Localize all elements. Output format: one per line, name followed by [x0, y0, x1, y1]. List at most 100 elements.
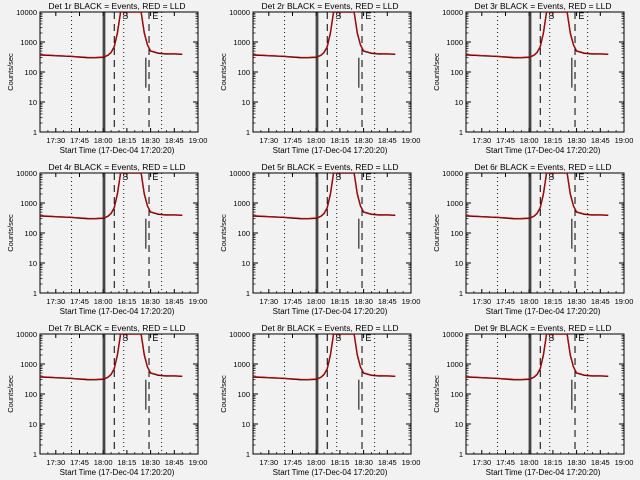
x-tick-label: 18:30 [567, 297, 586, 306]
events-series-line [253, 12, 396, 59]
x-axis-label: Start Time (17-Dec-04 17:20:20) [486, 307, 601, 316]
events-series-line [253, 173, 396, 220]
x-tick-label: 18:45 [378, 136, 397, 145]
detector-panel: Det 7r BLACK = Events, RED = LLD 1 10 100 10… [6, 323, 207, 477]
y-tick-label: 1000 [20, 38, 37, 47]
x-tick-label: 17:45 [283, 136, 302, 145]
y-tick-label: 100 [450, 390, 463, 399]
x-tick-label: 18:15 [118, 136, 137, 145]
x-tick-label: 18:00 [520, 458, 539, 467]
marker-label: S [122, 333, 128, 343]
y-tick-label: 1000 [20, 199, 37, 208]
marker-label: S [122, 11, 128, 21]
plot-frame [465, 11, 625, 133]
x-tick-label: 18:15 [544, 136, 563, 145]
lld-series-line [253, 173, 396, 220]
x-tick-label: 17:30 [259, 136, 278, 145]
x-tick-label: 18:45 [591, 136, 610, 145]
plot-area [466, 173, 609, 293]
marker-label: E [365, 172, 371, 182]
y-tick-label: 100 [24, 390, 37, 399]
x-tick-label: 18:30 [354, 136, 373, 145]
x-tick-label: 18:00 [307, 136, 326, 145]
y-tick-label: 1000 [233, 199, 250, 208]
y-tick-label: 1 [33, 450, 37, 459]
events-series-line [40, 12, 183, 59]
x-tick-label: 18:30 [141, 458, 160, 467]
y-tick-label: 10000 [442, 169, 463, 178]
y-tick-label: 1 [459, 450, 463, 459]
x-tick-label: 17:45 [70, 297, 89, 306]
x-tick-label: 18:30 [567, 136, 586, 145]
plot-area [466, 12, 609, 132]
y-tick-label: 1000 [446, 38, 463, 47]
x-tick-label: 18:00 [94, 458, 113, 467]
panel-title: Det 5r BLACK = Events, RED = LLD [261, 162, 398, 172]
plot-frame [252, 172, 412, 294]
x-tick-label: 19:00 [615, 458, 634, 467]
plot-frame [39, 11, 199, 133]
panel-title: Det 4r BLACK = Events, RED = LLD [48, 162, 185, 172]
y-tick-label: 10000 [229, 169, 250, 178]
marker-label: E [578, 172, 584, 182]
plot-frame [39, 333, 199, 455]
x-tick-label: 17:45 [496, 136, 515, 145]
marker-label: E [578, 11, 584, 21]
x-tick-label: 19:00 [189, 458, 208, 467]
x-tick-label: 17:30 [472, 136, 491, 145]
marker-label: E [152, 172, 158, 182]
x-tick-label: 17:30 [46, 136, 65, 145]
lld-series-line [40, 334, 183, 381]
events-series-line [466, 12, 609, 59]
marker-label: S [335, 11, 341, 21]
y-tick-label: 1 [246, 128, 250, 137]
lld-series-line [466, 173, 609, 220]
x-tick-label: 18:45 [378, 458, 397, 467]
marker-label: S [548, 172, 554, 182]
y-tick-label: 1000 [233, 38, 250, 47]
y-tick-label: 1000 [20, 360, 37, 369]
y-tick-label: 100 [237, 229, 250, 238]
marker-label: E [152, 333, 158, 343]
y-tick-label: 100 [237, 68, 250, 77]
x-tick-label: 18:00 [94, 136, 113, 145]
y-axis-label: Counts/sec [6, 53, 15, 91]
detector-panel: Det 8r BLACK = Events, RED = LLD 1 10 100 10… [219, 323, 420, 477]
y-tick-label: 10000 [16, 8, 37, 17]
detector-panel: Det 3r BLACK = Events, RED = LLD 1 10 100 10… [432, 1, 633, 155]
y-tick-label: 100 [450, 68, 463, 77]
y-tick-label: 10000 [442, 8, 463, 17]
plot-area [40, 334, 183, 454]
x-axis-label: Start Time (17-Dec-04 17:20:20) [486, 468, 601, 477]
x-tick-label: 17:30 [46, 297, 65, 306]
y-tick-label: 1 [459, 289, 463, 298]
events-series-line [466, 173, 609, 220]
x-tick-label: 18:15 [331, 297, 350, 306]
x-tick-label: 18:15 [331, 136, 350, 145]
y-tick-label: 1 [246, 289, 250, 298]
x-tick-label: 18:15 [118, 458, 137, 467]
x-tick-label: 18:15 [544, 458, 563, 467]
y-tick-label: 10 [29, 259, 37, 268]
x-tick-label: 17:30 [46, 458, 65, 467]
x-tick-label: 17:30 [259, 458, 278, 467]
x-tick-label: 17:45 [70, 458, 89, 467]
marker-label: S [122, 172, 128, 182]
plot-area [253, 334, 396, 454]
x-tick-label: 17:30 [259, 297, 278, 306]
plot-area [253, 173, 396, 293]
y-tick-label: 10000 [229, 330, 250, 339]
marker-label: S [335, 172, 341, 182]
lld-series-line [466, 334, 609, 381]
x-tick-label: 18:15 [544, 297, 563, 306]
panel-title: Det 2r BLACK = Events, RED = LLD [261, 1, 398, 11]
y-tick-label: 1 [459, 128, 463, 137]
y-tick-label: 10000 [16, 330, 37, 339]
x-tick-label: 18:00 [307, 458, 326, 467]
marker-label: S [548, 11, 554, 21]
y-tick-label: 1 [246, 450, 250, 459]
y-tick-label: 100 [24, 229, 37, 238]
x-tick-label: 18:30 [354, 297, 373, 306]
y-tick-label: 1 [33, 289, 37, 298]
y-axis-label: Counts/sec [432, 214, 441, 252]
